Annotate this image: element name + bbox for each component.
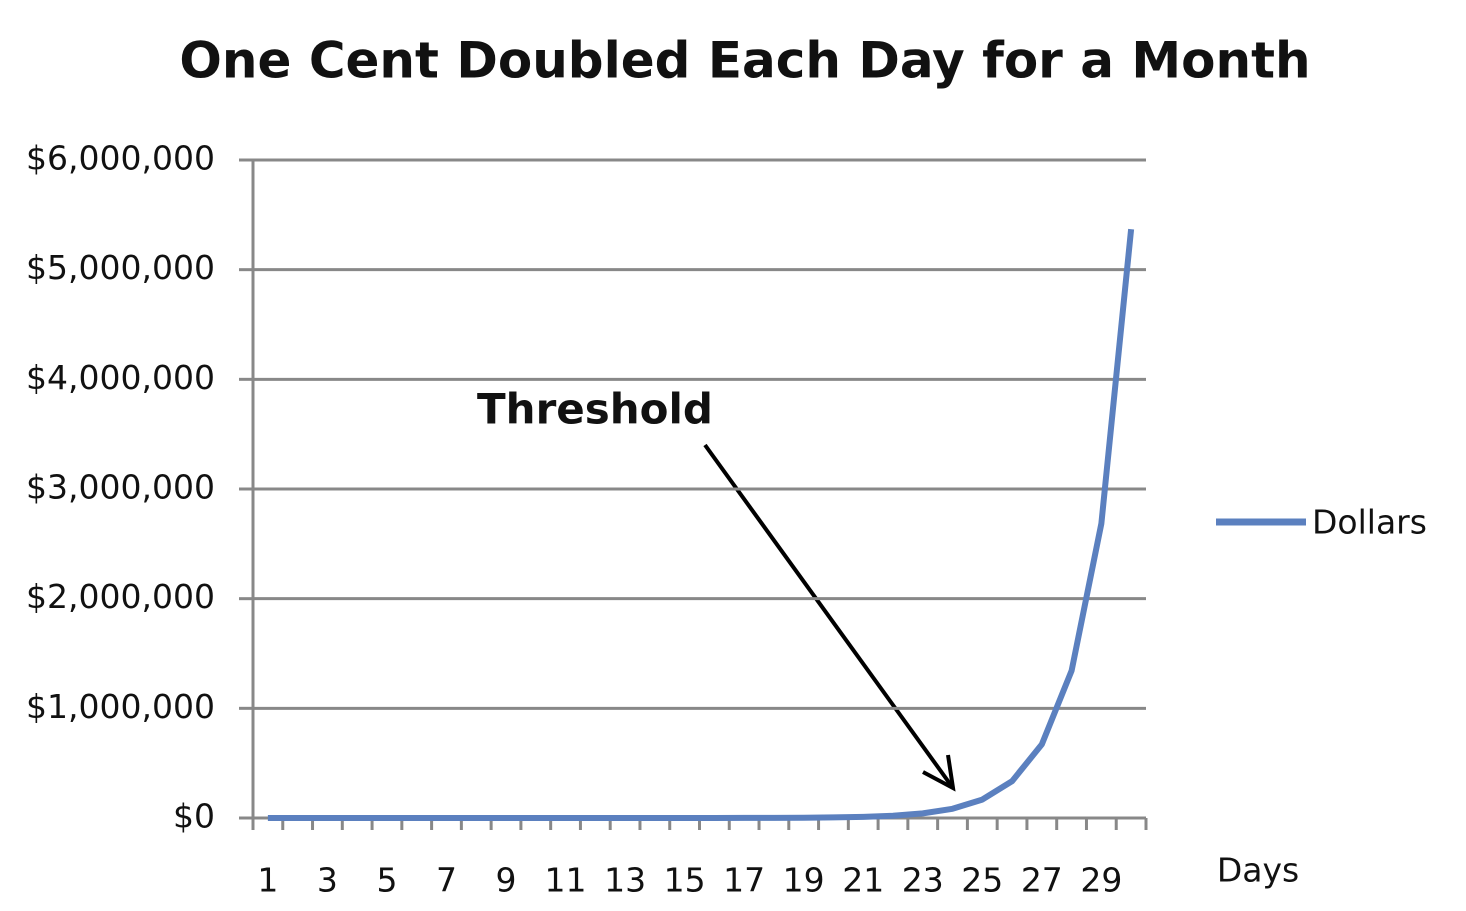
x-tick-label: 27 [1021, 861, 1063, 900]
y-tick-label: $5,000,000 [26, 248, 215, 287]
x-tick-label: 25 [961, 861, 1003, 900]
x-tick-label: 9 [496, 861, 517, 900]
y-tick-label: $2,000,000 [26, 577, 215, 616]
x-tick-label: 23 [902, 861, 944, 900]
x-tick-label: 17 [723, 861, 765, 900]
y-tick-label: $4,000,000 [26, 358, 215, 397]
y-tick-label: $1,000,000 [26, 687, 215, 726]
y-tick-label: $0 [173, 797, 215, 836]
y-tick-label: $6,000,000 [26, 139, 215, 178]
legend-label: Dollars [1312, 503, 1427, 542]
x-tick-label: 15 [664, 861, 706, 900]
chart-title: One Cent Doubled Each Day for a Month [179, 32, 1310, 90]
x-tick-label: 5 [376, 861, 397, 900]
x-axis-label: Days [1217, 851, 1299, 890]
x-tick-label: 11 [545, 861, 587, 900]
y-tick-label: $3,000,000 [26, 468, 215, 507]
x-tick-label: 7 [436, 861, 457, 900]
annotation-arrow [703, 443, 956, 792]
data-line [267, 228, 1135, 821]
x-tick-label: 13 [604, 861, 646, 900]
x-tick-label: 29 [1080, 861, 1122, 900]
x-tick-label: 19 [783, 861, 825, 900]
annotation: Threshold [477, 385, 713, 434]
x-tick-label: 3 [317, 861, 338, 900]
x-tick-label: 1 [257, 861, 278, 900]
x-tick-label: 21 [842, 861, 884, 900]
